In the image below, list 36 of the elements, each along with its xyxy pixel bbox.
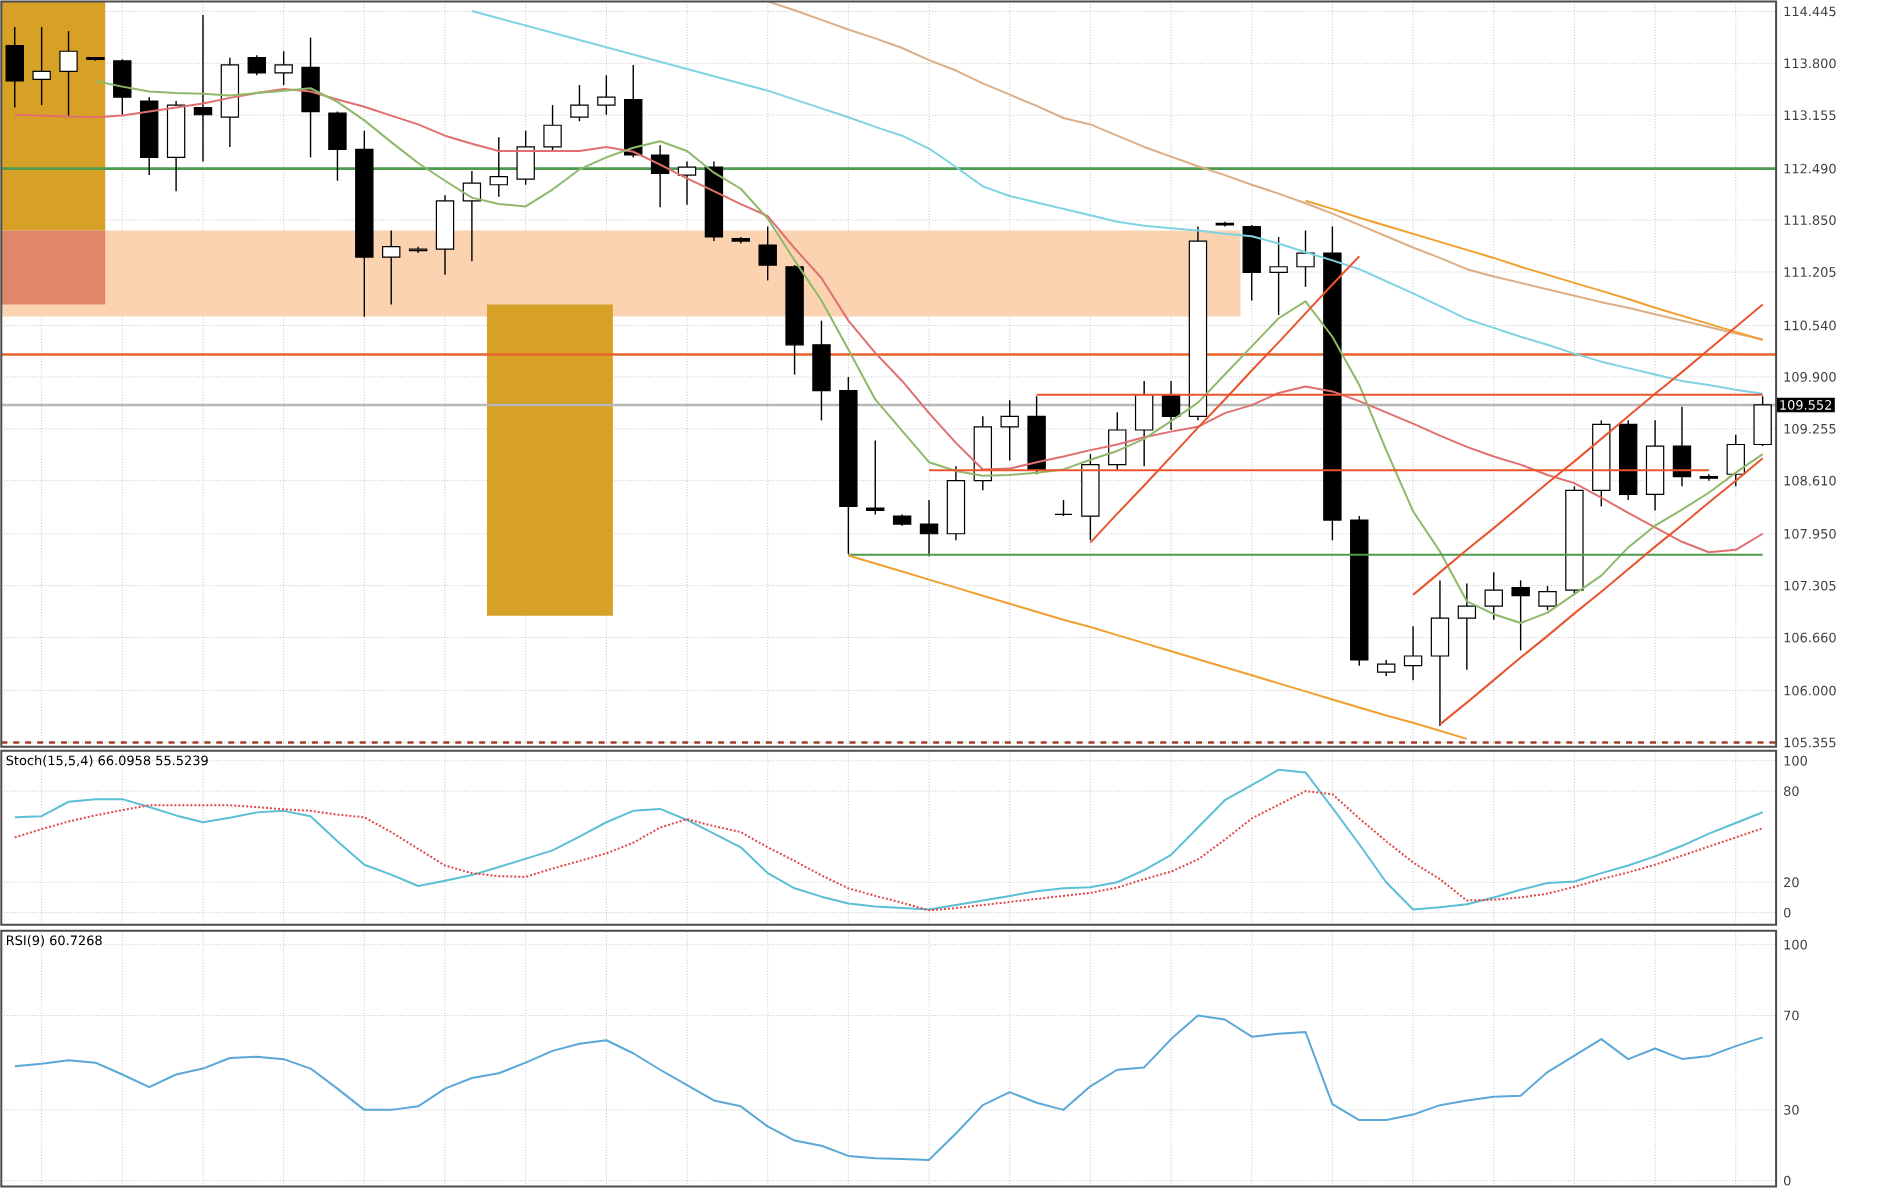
candlestick (1511, 579, 1530, 651)
candlestick (758, 225, 777, 282)
candlestick (59, 30, 78, 118)
line-series (1438, 457, 1764, 726)
candlestick (516, 130, 535, 186)
candlestick (489, 136, 508, 198)
candlestick (1726, 434, 1745, 487)
candlestick (1242, 224, 1261, 302)
candlestick (1269, 236, 1288, 316)
candlestick (570, 84, 589, 122)
candlestick (1484, 571, 1503, 621)
candlestick (5, 26, 24, 109)
candlestick (1134, 380, 1154, 467)
candlestick (866, 439, 885, 516)
candlestick (919, 499, 939, 557)
candlestick (382, 229, 401, 306)
candlestick (812, 319, 831, 421)
candlestick (677, 160, 697, 206)
candlestick (543, 104, 562, 152)
candlestick (274, 50, 293, 86)
candlestick (597, 74, 616, 116)
candlestick (1538, 585, 1557, 611)
candlestick (1000, 399, 1019, 462)
candlestick (1403, 625, 1423, 681)
candlestick (193, 14, 213, 162)
candlestick (328, 110, 347, 182)
candlestick (301, 36, 320, 158)
candlestick (247, 54, 266, 76)
candlestick (1296, 229, 1315, 288)
line-series (13, 1014, 1764, 1161)
candlestick (1457, 582, 1477, 671)
candlestick (1430, 579, 1450, 727)
candlestick (1672, 405, 1692, 487)
candlestick (1753, 395, 1772, 447)
candlestick (113, 58, 132, 116)
candlestick (32, 26, 51, 106)
